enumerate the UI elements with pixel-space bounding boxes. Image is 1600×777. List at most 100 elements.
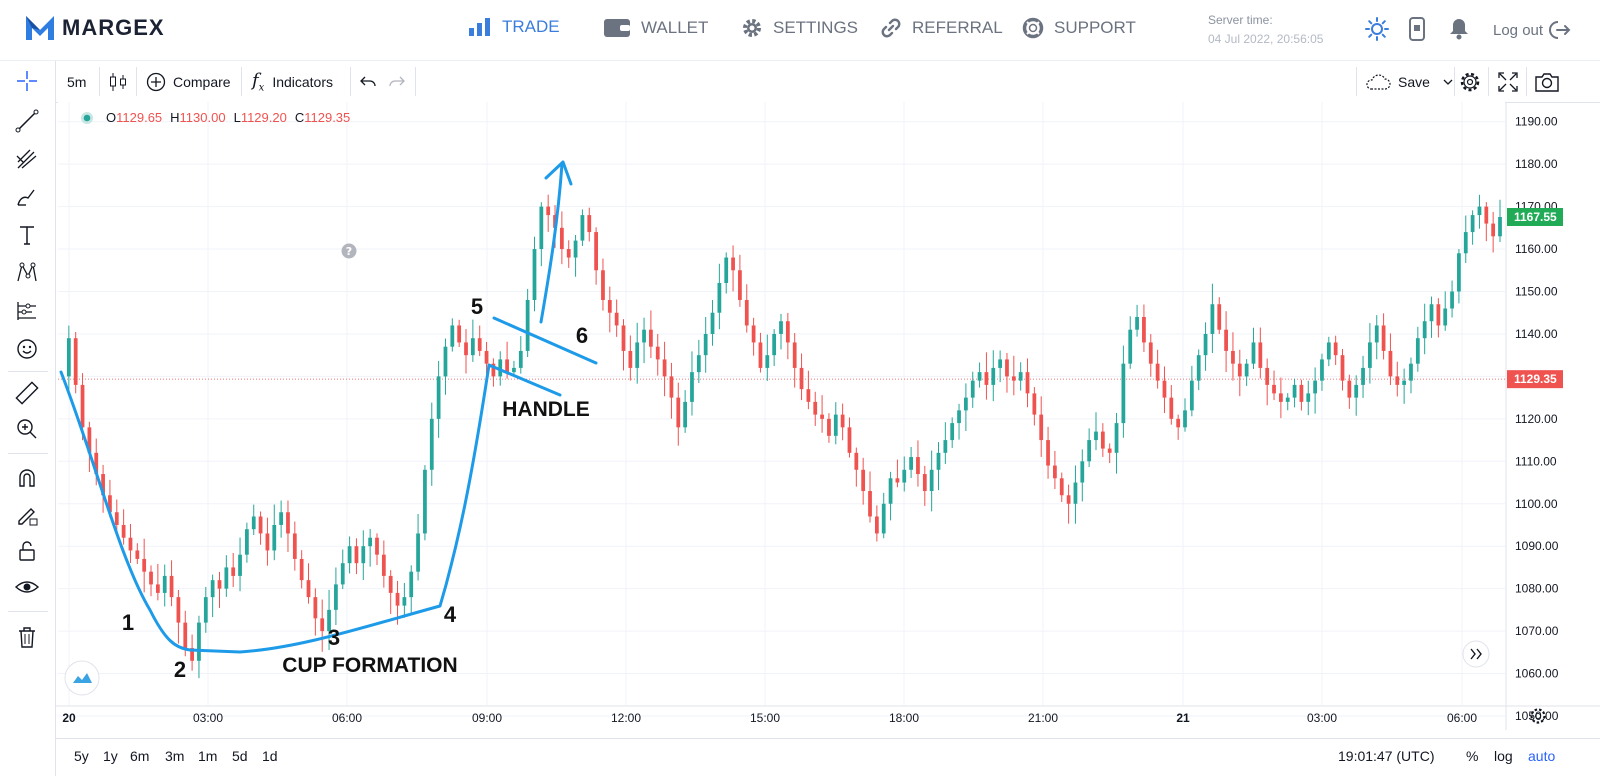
crosshair-icon (17, 71, 37, 91)
snapshot-button[interactable] (1534, 61, 1560, 102)
range-6m[interactable]: 6m (130, 748, 150, 764)
mobile-app-button[interactable] (1407, 17, 1427, 46)
log-toggle[interactable]: log (1494, 748, 1513, 764)
text-tool[interactable] (13, 221, 41, 249)
candle-body (813, 401, 818, 415)
nav-trade[interactable]: TRADE (468, 17, 560, 37)
candle-body (1011, 376, 1016, 381)
candle-body (662, 359, 667, 377)
pencil-lock-icon (18, 508, 38, 526)
wallet-icon (604, 19, 630, 37)
candle-body (854, 452, 859, 470)
save-button[interactable]: Save (1364, 61, 1454, 102)
y-tick-label: 1150.00 (1515, 285, 1558, 299)
candle-body (347, 546, 352, 564)
candle-body (498, 359, 503, 377)
candle-body (895, 478, 900, 483)
candle-body (792, 342, 797, 368)
candle-body (388, 575, 393, 593)
x-tick-label: 12:00 (611, 711, 641, 725)
candle-body (559, 227, 564, 250)
candle-body (1388, 350, 1393, 377)
pitchfork-tool[interactable] (13, 145, 41, 173)
price-chart[interactable]: 1190.001180.001170.001160.001150.001140.… (56, 102, 1600, 776)
candle-body (1073, 482, 1078, 504)
y-tick-label: 1070.00 (1515, 624, 1559, 638)
nav-wallet[interactable]: WALLET (603, 17, 708, 39)
nav-settings[interactable]: SETTINGS (741, 17, 858, 39)
candle-body (224, 567, 229, 589)
trend-line-tool[interactable] (13, 107, 41, 135)
candle-body (642, 329, 646, 343)
range-5y[interactable]: 5y (74, 748, 89, 764)
cloud-logo-icon[interactable] (64, 660, 100, 696)
zoom-tool[interactable] (13, 415, 41, 443)
candle-body (375, 537, 379, 555)
range-1y[interactable]: 1y (103, 748, 118, 764)
magnet-tool[interactable] (13, 465, 41, 493)
redo-button[interactable] (388, 61, 406, 102)
percent-toggle[interactable]: % (1466, 748, 1479, 764)
measure-tool[interactable] (13, 379, 41, 407)
toolbar-divider (241, 67, 242, 96)
emoji-tool[interactable] (13, 335, 41, 363)
candle-body (731, 257, 735, 271)
candle-body (87, 427, 92, 453)
axis-settings-icon[interactable] (1528, 706, 1548, 726)
candle-body (292, 533, 297, 559)
prediction-tool[interactable] (13, 297, 41, 325)
fullscreen-button[interactable] (1496, 61, 1520, 102)
nav-referral[interactable]: REFERRAL (880, 17, 1003, 39)
candle-body (936, 452, 941, 470)
theme-toggle[interactable] (1365, 17, 1389, 46)
candle-body (1128, 329, 1133, 364)
pattern-tool[interactable] (13, 259, 41, 287)
toolbar-divider (1454, 67, 1455, 96)
help-icon[interactable]: ? (341, 243, 357, 259)
candle-body (765, 355, 770, 368)
chart-toolbar: 5m Compare fx Indicators Save (56, 61, 1600, 103)
candle-body (1333, 342, 1338, 356)
toolbar-divider (99, 67, 100, 96)
remove-drawings-tool[interactable] (13, 623, 41, 651)
chart-type-button[interactable] (108, 61, 128, 102)
nav-settings-label: SETTINGS (773, 18, 859, 37)
lock-tool[interactable] (13, 537, 41, 565)
candle-body (840, 414, 845, 428)
utc-clock[interactable]: 19:01:47 (UTC) (1338, 748, 1435, 764)
nav-support[interactable]: SUPPORT (1022, 17, 1136, 39)
candle-body (1395, 376, 1400, 385)
candle-body (1320, 359, 1324, 381)
brand-logo[interactable]: MARGEX (24, 14, 165, 42)
range-5d[interactable]: 5d (232, 748, 248, 764)
candle-body (1162, 380, 1167, 398)
candle-body (1155, 363, 1160, 381)
indicators-button[interactable]: fx Indicators (252, 61, 333, 102)
candle-body (929, 469, 934, 492)
range-1m[interactable]: 1m (198, 748, 218, 764)
zoom-in-icon (17, 419, 37, 439)
candle-body (799, 367, 804, 390)
range-1d[interactable]: 1d (262, 748, 278, 764)
undo-button[interactable] (359, 61, 377, 102)
auto-toggle[interactable]: auto (1528, 748, 1556, 764)
candle-body (443, 346, 448, 377)
hide-drawings-tool[interactable] (13, 573, 41, 601)
lock-drawings-tool[interactable] (13, 501, 41, 529)
brush-tool[interactable] (13, 183, 41, 211)
candle-body (881, 503, 886, 534)
scroll-to-latest-button[interactable] (1462, 640, 1490, 668)
crosshair-tool[interactable] (13, 67, 41, 95)
toolbar-divider (1488, 67, 1489, 96)
plus-circle-icon (146, 72, 166, 91)
crosshair-price-label: 1129.35 (1514, 372, 1557, 386)
sun-icon (1365, 17, 1389, 41)
interval-button[interactable]: 5m (67, 61, 86, 102)
chart-settings-button[interactable] (1458, 61, 1482, 102)
notifications-button[interactable] (1449, 17, 1469, 46)
candle-body (1463, 232, 1468, 254)
candle-body (1251, 342, 1256, 364)
logout-button[interactable]: Log out (1493, 20, 1571, 40)
compare-button[interactable]: Compare (146, 61, 231, 102)
range-3m[interactable]: 3m (165, 748, 185, 764)
